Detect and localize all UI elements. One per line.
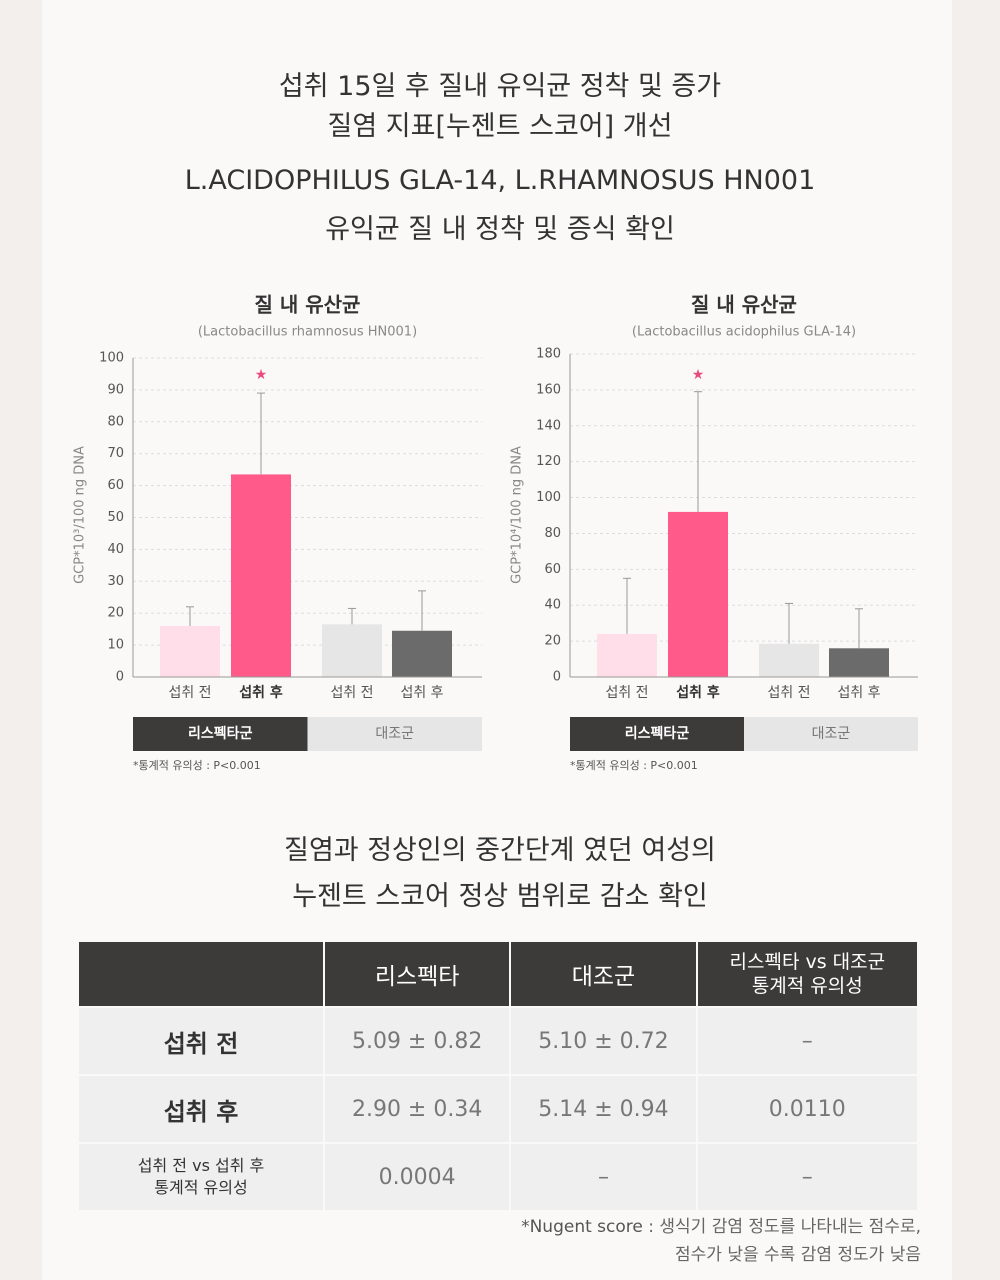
y-tick-label: 60 — [107, 478, 124, 493]
heading: L.ACIDOPHILUS GLA-14, L.RHAMNOSUS HN001 — [184, 165, 816, 196]
table-cell: 0.0110 — [697, 1076, 917, 1142]
group-box — [744, 717, 918, 751]
chart-note: *통계적 유의성 : P<0.001 — [133, 759, 261, 772]
cell-line: 리스펙타 — [374, 964, 460, 990]
group-box — [307, 717, 482, 751]
y-tick-label: 20 — [544, 634, 561, 649]
bar — [759, 643, 819, 677]
x-tick-label: 섭취 후 — [239, 685, 283, 701]
y-tick-label: 180 — [536, 347, 561, 362]
group-label: 리스펙타군 — [625, 725, 690, 742]
footnote-term: *Nugent score — [521, 1217, 643, 1237]
y-tick-label: 60 — [544, 562, 561, 577]
heading: 유익균 질 내 정착 및 증식 확인 — [325, 214, 675, 245]
chart-subtitle: (Lactobacillus acidophilus GLA-14) — [632, 325, 856, 340]
row-label: 섭취 전 — [79, 1008, 323, 1074]
cell-line: 섭취 후 — [163, 1097, 239, 1126]
group-label: 대조군 — [375, 726, 414, 742]
group-box — [133, 717, 308, 751]
group-label: 대조군 — [812, 726, 851, 742]
header-cell: 대조군 — [511, 942, 696, 1006]
x-tick-label: 섭취 후 — [400, 685, 443, 701]
y-tick-label: 160 — [536, 382, 561, 397]
chart-subtitle: (Lactobacillus rhamnosus HN001) — [198, 325, 417, 340]
header-cell — [79, 942, 323, 1006]
x-tick-label: 섭취 후 — [676, 685, 720, 701]
significance-marker: ★ — [255, 367, 268, 383]
cell-line: 통계적 유의성 — [154, 1178, 248, 1197]
bar — [668, 511, 728, 677]
y-tick-label: 100 — [536, 490, 561, 505]
y-tick-label: 0 — [116, 670, 124, 685]
y-axis-label: GCP*10⁴/100 ng DNA — [510, 446, 525, 584]
cell-line: 통계적 유의성 — [751, 975, 863, 997]
chart-note: *통계적 유의성 : P<0.001 — [570, 759, 698, 772]
y-tick-label: 50 — [107, 510, 124, 525]
table-row: 섭취 전 5.09 ± 0.82 5.10 ± 0.72– — [79, 1008, 917, 1074]
chart-title: 질 내 유산균 — [691, 293, 797, 317]
charts: 질 내 유산균 (Lactobacillus rhamnosus HN001) GC… — [73, 293, 918, 772]
table-cell: 5.14 ± 0.94 — [511, 1076, 696, 1142]
heading: 누젠트 스코어 정상 범위로 감소 확인 — [292, 881, 708, 912]
bar — [322, 624, 382, 677]
table-row: 섭취 전 vs 섭취 후 통계적 유의성 0.0004– – — [79, 1144, 917, 1210]
y-tick-label: 80 — [107, 414, 124, 429]
footnote: *Nugent score : 생식기 감염 정도를 나타내는 점수로, — [521, 1212, 921, 1237]
table-cell: – — [697, 1008, 917, 1074]
y-tick-label: 40 — [544, 598, 561, 613]
significance-marker: ★ — [692, 367, 705, 383]
y-tick-label: 80 — [544, 526, 561, 541]
footnote-text: : 생식기 감염 정도를 나타내는 점수로, — [642, 1217, 921, 1237]
table-cell: 2.90 ± 0.34 — [325, 1076, 510, 1142]
bar — [597, 633, 657, 677]
chart-title: 질 내 유산균 — [255, 293, 361, 317]
x-tick-label: 섭취 전 — [605, 685, 648, 701]
y-tick-label: 40 — [107, 542, 124, 557]
x-tick-label: 섭취 전 — [767, 685, 810, 701]
group-label: 리스펙타군 — [188, 725, 253, 742]
bar — [231, 474, 291, 677]
y-tick-label: 100 — [99, 351, 124, 366]
bar — [160, 625, 220, 677]
table-cell: 0.0004 — [325, 1144, 510, 1210]
cell-line: 섭취 전 — [163, 1029, 239, 1058]
cell-line: 섭취 전 vs 섭취 후 — [137, 1156, 265, 1175]
footnote: 점수가 낮을 수록 감염 정도가 낮음 — [675, 1245, 921, 1265]
y-tick-label: 20 — [107, 606, 124, 621]
y-tick-label: 120 — [536, 454, 561, 469]
table-cell: 5.10 ± 0.72 — [511, 1008, 696, 1074]
header-row: 리스펙타 대조군 리스펙타 vs 대조군 통계적 유의성 — [79, 942, 917, 1006]
table-row: 섭취 후 2.90 ± 0.34 5.14 ± 0.94 0.0110 — [79, 1076, 917, 1142]
cell-line: 대조군 — [571, 964, 636, 990]
y-tick-label: 30 — [107, 574, 124, 589]
table: 리스펙타 대조군 리스펙타 vs 대조군 통계적 유의성 섭취 전 5.09 ± 0.82… — [77, 940, 919, 1212]
heading: 섭취 15일 후 질내 유익균 정착 및 증가 — [278, 71, 722, 102]
heading: 질염과 정상인의 중간단계 였던 여성의 — [284, 835, 716, 866]
bar — [829, 648, 889, 677]
bar — [392, 630, 452, 677]
x-tick-label: 섭취 전 — [330, 685, 373, 701]
row-label: 섭취 후 — [79, 1076, 323, 1142]
y-tick-label: 70 — [107, 446, 124, 461]
table-cell: – — [697, 1144, 917, 1210]
y-tick-label: 140 — [536, 418, 561, 433]
header-cell: 리스펙타 — [325, 942, 510, 1006]
x-tick-label: 섭취 전 — [168, 685, 211, 701]
y-tick-label: 0 — [553, 670, 561, 685]
x-tick-label: 섭취 후 — [837, 685, 880, 701]
header-cell: 리스펙타 vs 대조군 통계적 유의성 — [697, 942, 917, 1006]
group-box — [570, 717, 744, 751]
table-cell: – — [511, 1144, 696, 1210]
table-cell: 5.09 ± 0.82 — [325, 1008, 510, 1074]
heading: 질염 지표[누젠트 스코어] 개선 — [327, 111, 673, 142]
cell-line: 리스펙타 vs 대조군 — [729, 951, 886, 973]
y-axis-label: GCP*10³/100 ng DNA — [73, 446, 88, 584]
y-tick-label: 10 — [107, 638, 124, 653]
y-tick-label: 90 — [107, 382, 124, 397]
